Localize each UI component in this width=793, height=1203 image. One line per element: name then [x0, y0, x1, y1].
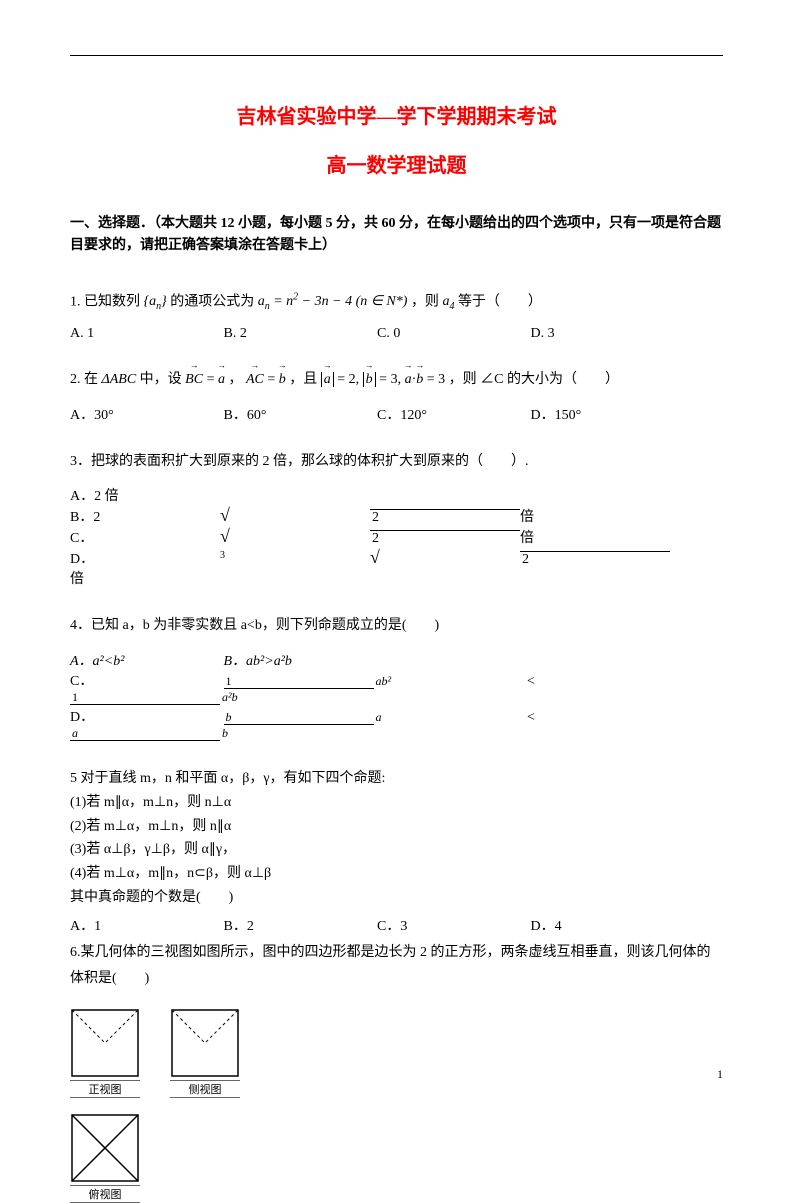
q2-dotb: b: [416, 367, 423, 394]
question-5: 5 对于直线 m，n 和平面 α，β，γ，有如下四个命题: (1)若 m∥α，m…: [70, 767, 723, 910]
q2-c1: ，: [228, 372, 242, 387]
q2-opt-d: D．150°: [531, 404, 681, 424]
q1-opt-a: A. 1: [70, 326, 220, 342]
q4-options: A．a²<b² B．ab²>a²b C． 1ab² < 1a²b D． ba <…: [70, 650, 723, 742]
three-view-figures: 正视图 侧视图: [70, 1008, 723, 1098]
q2-ac: AC: [246, 367, 264, 394]
front-view-svg: [70, 1008, 140, 1078]
q2-bc: BC: [185, 367, 203, 394]
q2-dota: a: [405, 367, 412, 394]
question-1: 1. 已知数列 {an} 的通项公式为 an = n2 − 3n − 4 (n …: [70, 288, 723, 316]
q1-formula: an = n2 − 3n − 4 (n ∈ N*): [258, 294, 408, 309]
q2-opt-a: A．30°: [70, 404, 220, 424]
q2-opt-c: C．120°: [377, 404, 527, 424]
q1-opt-b: B. 2: [224, 326, 374, 342]
q2-abs-b: b: [363, 372, 376, 387]
q2-eq3: = 3,: [379, 372, 404, 387]
q2-eq-b: =: [267, 372, 278, 387]
q2-opt-b: B．60°: [224, 404, 374, 424]
front-view: 正视图: [70, 1008, 140, 1098]
q2-a: a: [218, 367, 225, 394]
q1-opt-d: D. 3: [531, 326, 681, 342]
q3-opt-b: B．2√2 倍: [70, 505, 670, 526]
q5-l1: 5 对于直线 m，n 和平面 α，β，γ，有如下四个命题:: [70, 767, 723, 791]
q5-l4: (3)若 α⊥β，γ⊥β，则 α∥γ，: [70, 838, 723, 862]
q5-l6: 其中真命题的个数是( ): [70, 886, 723, 910]
q2-abc: ΔABC: [102, 372, 137, 387]
top-view: 俯视图: [70, 1113, 140, 1203]
top-rule: [70, 55, 723, 56]
q2-options: A．30° B．60° C．120° D．150°: [70, 404, 723, 424]
q3-opt-a: A．2 倍: [70, 485, 220, 505]
top-view-label: 俯视图: [70, 1185, 140, 1203]
q1-text-mid: 的通项公式为: [170, 294, 254, 309]
q2-and: ，且: [289, 372, 321, 387]
exam-title-1: 吉林省实验中学—学下学期期末考试: [70, 100, 723, 129]
side-view-label: 侧视图: [170, 1080, 240, 1098]
q5-l3: (2)若 m⊥α，m⊥n，则 n∥α: [70, 815, 723, 839]
q1-text-end: 等于（ ）: [458, 294, 542, 309]
front-view-label: 正视图: [70, 1080, 140, 1098]
q4-opt-c: C． 1ab² < 1a²b: [70, 670, 723, 706]
q5-opt-a: A．1: [70, 915, 220, 935]
top-view-svg: [70, 1113, 140, 1183]
q2-eq2: = 2,: [337, 372, 362, 387]
q2-mid1: 中，设: [140, 372, 186, 387]
q5-l5: (4)若 m⊥α，m∥n，n⊂β，则 α⊥β: [70, 862, 723, 886]
q1-options: A. 1 B. 2 C. 0 D. 3: [70, 326, 723, 342]
q1-seq: {an}: [144, 294, 167, 309]
question-4: 4．已知 a，b 为非零实数且 a<b，则下列命题成立的是( ): [70, 613, 723, 640]
q5-l2: (1)若 m∥α，m⊥n，则 n⊥α: [70, 791, 723, 815]
q2-eq: =: [207, 372, 218, 387]
q5-opt-b: B．2: [224, 915, 374, 935]
q2-b: b: [279, 367, 286, 394]
top-view-row: 俯视图: [70, 1113, 723, 1203]
q1-text-pre: 1. 已知数列: [70, 294, 140, 309]
question-6: 6.某几何体的三视图如图所示，图中的四边形都是边长为 2 的正方形，两条虚线互相…: [70, 940, 723, 993]
q2-end: ，则 ∠C 的大小为（ ）: [449, 372, 619, 387]
q5-options: A．1 B．2 C．3 D．4: [70, 915, 723, 935]
q5-opt-c: C．3: [377, 915, 527, 935]
q3-options: A．2 倍 B．2√2 倍 C．√2 倍 D．3√2 倍: [70, 485, 723, 588]
q1-opt-c: C. 0: [377, 326, 527, 342]
section-1-heading: 一、选择题．（本大题共 12 小题，每小题 5 分，共 60 分，在每小题给出的…: [70, 213, 723, 258]
q3-opt-c: C．√2 倍: [70, 526, 670, 547]
q2-eq4: = 3: [427, 372, 445, 387]
side-view-svg: [170, 1008, 240, 1078]
q2-abs-a: a: [321, 372, 334, 387]
q3-opt-d: D．3√2 倍: [70, 547, 723, 588]
q2-pre: 2. 在: [70, 372, 102, 387]
q1-a4: a4: [442, 294, 454, 309]
q1-text-post: ，则: [411, 294, 443, 309]
side-view: 侧视图: [170, 1008, 240, 1098]
q4-opt-b: B．ab²>a²b: [224, 650, 374, 670]
page-number: 1: [717, 1067, 723, 1082]
question-3: 3．把球的表面积扩大到原来的 2 倍，那么球的体积扩大到原来的（ ）.: [70, 449, 723, 476]
question-2: 2. 在 ΔABC 中，设 BC = a ， AC = b ，且 a = 2, …: [70, 367, 723, 394]
q4-opt-a: A．a²<b²: [70, 650, 220, 670]
exam-title-2: 高一数学理试题: [70, 149, 723, 178]
q4-opt-d: D． ba < ab: [70, 706, 723, 742]
q5-opt-d: D．4: [531, 915, 681, 935]
